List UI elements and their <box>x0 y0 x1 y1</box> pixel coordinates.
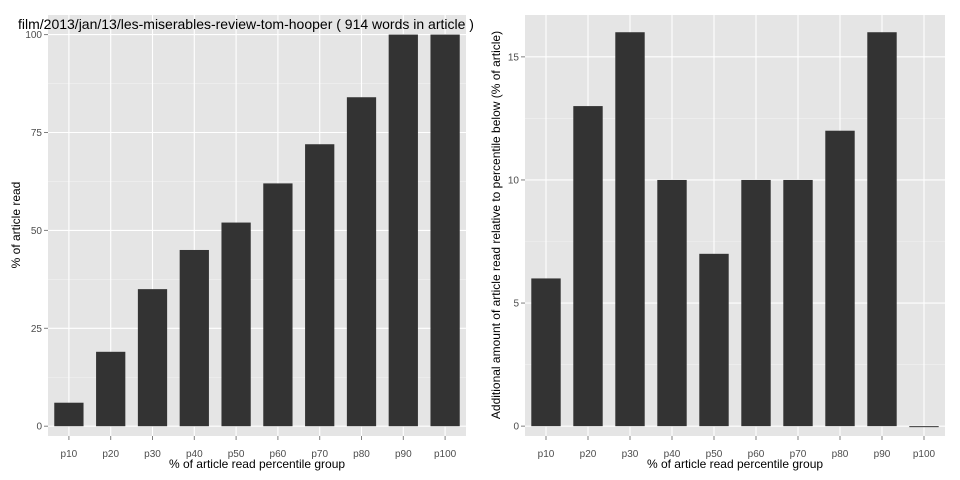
x-tick-label: p100 <box>913 449 936 460</box>
x-tick-label: p70 <box>311 449 328 460</box>
bar-p30 <box>615 32 645 427</box>
x-tick-label: p60 <box>270 449 287 460</box>
y-tick-labels-left: 0 25 50 75 100 <box>25 30 48 433</box>
bars-right <box>531 32 939 428</box>
bar-p70 <box>305 144 335 427</box>
x-tick-label: p60 <box>748 449 765 460</box>
bar-p90 <box>867 32 897 427</box>
y-tick-label: 0 <box>513 422 519 433</box>
x-tick-label: p10 <box>61 449 78 460</box>
y-axis-title-right: Additional amount of article read relati… <box>489 31 503 419</box>
bar-p40 <box>179 249 209 427</box>
x-tick-label: p80 <box>832 449 849 460</box>
y-tick-label: 0 <box>36 422 42 433</box>
y-tick-label: 10 <box>508 175 520 186</box>
bar-p50 <box>699 253 729 427</box>
bar-p60 <box>741 179 771 427</box>
x-tick-label: p50 <box>706 449 723 460</box>
bar-p10 <box>54 402 84 427</box>
bar-p40 <box>657 179 687 427</box>
bar-p60 <box>263 183 293 427</box>
bar-p100 <box>430 34 460 427</box>
y-tick-label: 100 <box>25 30 42 41</box>
bar-p20 <box>96 351 126 427</box>
x-tick-label: p90 <box>395 449 412 460</box>
bar-p80 <box>346 97 377 427</box>
x-axis-title-left: % of article read percentile group <box>169 457 345 471</box>
y-tick-label: 25 <box>31 324 43 335</box>
y-tick-label: 50 <box>31 226 43 237</box>
y-tick-label: 75 <box>31 128 43 139</box>
x-tick-label: p40 <box>186 449 203 460</box>
bar-p80 <box>825 130 855 427</box>
chart-right: 0 5 10 15 p10 p20 p30 p40 p50 p60 p70 p80 p90 p100 %… <box>489 15 945 471</box>
y-tick-labels-right: 0 5 10 15 <box>508 52 525 433</box>
x-tick-label: p30 <box>144 449 161 460</box>
x-tick-labels-right: p10 p20 p30 p40 p50 p60 p70 p80 p90 p100 <box>538 436 936 460</box>
y-axis-title-left: % of article read <box>9 182 23 269</box>
bar-p70 <box>783 179 813 427</box>
bars-left <box>54 34 460 427</box>
bar-p30 <box>137 289 168 427</box>
y-tick-label: 5 <box>513 299 519 310</box>
bar-p50 <box>221 222 251 427</box>
x-tick-label: p50 <box>228 449 245 460</box>
x-tick-label: p80 <box>353 449 370 460</box>
x-tick-label: p100 <box>434 449 457 460</box>
x-tick-label: p30 <box>622 449 639 460</box>
x-axis-title-right: % of article read percentile group <box>647 457 823 471</box>
x-tick-label: p20 <box>580 449 597 460</box>
bar-p90 <box>388 34 418 427</box>
x-tick-label: p20 <box>102 449 119 460</box>
bar-p10 <box>531 278 561 427</box>
bar-p20 <box>573 106 603 427</box>
x-tick-labels-left: p10 p20 p30 p40 p50 p60 p70 p80 p90 p100 <box>61 436 457 460</box>
y-tick-label: 15 <box>508 52 520 63</box>
x-tick-label: p40 <box>664 449 681 460</box>
x-tick-label: p90 <box>874 449 891 460</box>
chart-title-left: film/2013/jan/13/les-miserables-review-t… <box>18 16 474 32</box>
x-tick-label: p10 <box>538 449 555 460</box>
x-tick-label: p70 <box>790 449 807 460</box>
bar-p100 <box>909 426 939 428</box>
